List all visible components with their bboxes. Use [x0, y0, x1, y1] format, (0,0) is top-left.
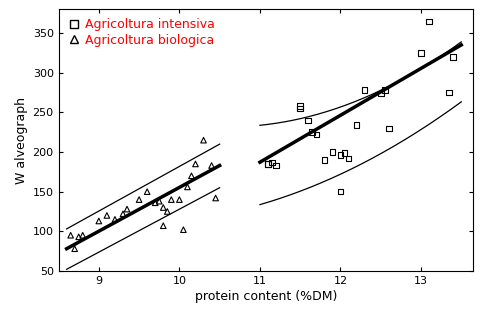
Point [272, 163, 280, 168]
Point [353, 123, 361, 128]
Point [187, 173, 195, 178]
Point [385, 126, 393, 131]
Point [111, 217, 119, 222]
Point [119, 211, 127, 216]
Point [321, 158, 328, 163]
Point [328, 150, 336, 155]
Point [163, 209, 171, 214]
Point [200, 138, 207, 143]
Point [268, 160, 276, 165]
Point [151, 200, 159, 205]
Point [95, 219, 103, 224]
Point [417, 50, 425, 55]
Point [160, 223, 167, 228]
Point [208, 163, 216, 168]
Point [75, 234, 82, 239]
Point [143, 189, 151, 194]
Point [155, 199, 163, 204]
Point [345, 156, 352, 161]
Legend: Agricoltura intensiva, Agricoltura biologica: Agricoltura intensiva, Agricoltura biolo… [65, 16, 217, 49]
Point [67, 233, 75, 238]
Point [296, 106, 304, 111]
Point [212, 196, 220, 201]
Y-axis label: W alveograph: W alveograph [16, 97, 28, 184]
Point [176, 197, 183, 202]
Point [167, 197, 175, 202]
Point [425, 19, 433, 24]
Point [341, 150, 348, 155]
Point [381, 88, 388, 93]
Point [123, 207, 131, 212]
Point [305, 118, 312, 123]
Point [337, 153, 345, 158]
Point [337, 189, 345, 194]
Point [183, 184, 191, 189]
Point [71, 246, 79, 251]
Point [103, 213, 111, 218]
Point [296, 104, 304, 109]
Point [445, 90, 453, 95]
Point [377, 91, 385, 96]
Point [308, 130, 316, 135]
Point [180, 227, 187, 232]
Point [449, 54, 457, 60]
Point [135, 197, 143, 202]
Point [160, 205, 167, 210]
X-axis label: protein content (%DM): protein content (%DM) [195, 290, 337, 303]
Point [361, 88, 368, 93]
Point [79, 233, 87, 238]
Point [264, 161, 272, 166]
Point [312, 132, 320, 137]
Point [192, 161, 200, 166]
Point [264, 161, 272, 166]
